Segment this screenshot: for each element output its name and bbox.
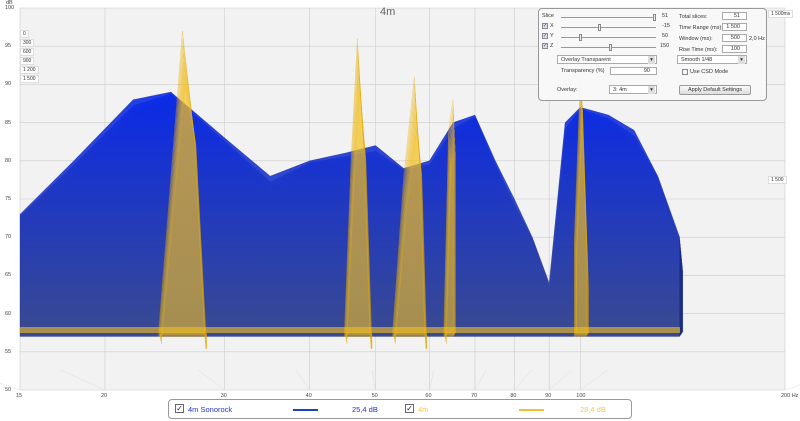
slice-value: 51 [662, 13, 669, 19]
waterfall-slice-4m [158, 30, 205, 337]
floor-gridline [549, 369, 572, 391]
floor-gridline [429, 369, 435, 391]
y-tick-label: 95 [5, 43, 12, 50]
x-tick-label: 200 Hz [781, 393, 799, 399]
transparency-input[interactable]: 90 [610, 67, 657, 75]
window-hz: 2,0 Hz [749, 36, 765, 42]
x-tick-label: 60 [425, 393, 432, 399]
y-tick-label: 55 [5, 348, 12, 355]
time-axis-label: 300 [20, 39, 35, 47]
y-checkbox[interactable]: ✓ [542, 33, 548, 39]
y-tick-label: 80 [5, 157, 12, 164]
overlay-select[interactable]: 3: 4m [609, 85, 657, 94]
legend: ✓ 4m Sonorock 25,4 dB ✓ 4m 28,4 dB [168, 399, 632, 419]
legend-checkbox-4m[interactable]: ✓ [405, 404, 414, 413]
time-axis-label: 1 200 [20, 66, 39, 74]
time-end-label: 1 500ms [768, 10, 794, 18]
time-axis-label: 1 500 [20, 75, 39, 83]
legend-label-4m: 4m [418, 405, 429, 414]
x-slider[interactable] [561, 24, 656, 31]
x-checkbox[interactable]: ✓ [542, 23, 548, 29]
y-tick-label: 70 [5, 234, 12, 241]
apply-default-settings-button[interactable]: Apply Default Settings [679, 85, 751, 95]
time-range-label: Time Range (ms): [679, 25, 723, 31]
y-tick-label: 65 [5, 272, 12, 279]
floor-gridline [784, 384, 800, 391]
y-label: Y [550, 33, 554, 39]
smoothing-select[interactable]: Smooth 1/48 [677, 55, 747, 64]
time-axis-label: 600 [20, 48, 35, 56]
floor-gridline [198, 369, 225, 391]
y-tick-label: 60 [5, 310, 12, 317]
floor-gridline [580, 369, 608, 391]
window-input[interactable]: 500 [722, 34, 747, 42]
total-slices-input[interactable]: 51 [722, 12, 747, 20]
y-slider[interactable] [561, 34, 656, 41]
time-axis-label: 0 [20, 30, 29, 38]
floor-gridline [60, 369, 106, 391]
legend-value-4m: 28,4 dB [580, 405, 606, 414]
x-tick-label: 20 [100, 393, 108, 399]
legend-value-sonorock: 25,4 dB [352, 405, 378, 414]
z-checkbox[interactable]: ✓ [542, 43, 548, 49]
z-value: 150 [660, 43, 670, 49]
waterfall-slice-4m [392, 76, 425, 337]
floor-gridline [0, 382, 21, 391]
y-tick-label: 75 [5, 196, 12, 202]
y-tick-label: 100 [5, 5, 15, 11]
y-tick-label: 90 [5, 81, 12, 88]
window-label: Window (ms): [679, 36, 713, 42]
y-tick-label: 85 [5, 119, 12, 126]
rise-time-input[interactable]: 100 [722, 45, 747, 53]
slice-label: Slice [542, 13, 554, 19]
x-tick-label: 15 [16, 393, 23, 399]
floor-gridline [514, 369, 532, 391]
slice-slider[interactable] [561, 14, 656, 21]
csd-mode-checkbox[interactable] [682, 69, 688, 75]
4m-floor-band [20, 327, 680, 333]
csd-mode-label: Use CSD Mode [690, 69, 729, 75]
y-value: 50 [662, 33, 669, 39]
rise-time-label: Rise Time (ms): [679, 47, 718, 53]
x-tick-label: 30 [220, 393, 227, 399]
settings-panel: Slice 51 ✓ X -15 ✓ Y 50 ✓ Z 150 Overlay … [538, 8, 767, 101]
x-value: -15 [662, 23, 670, 29]
waterfall-slice-4m [344, 38, 370, 337]
mode-select[interactable]: Overlay Transparent [557, 55, 657, 64]
y-tick-label: 50 [5, 387, 12, 393]
x-tick-label: 90 [545, 393, 552, 399]
overlay-label: Overlay: [557, 87, 578, 93]
y-axis-label: dB [6, 0, 13, 6]
floor-gridline [371, 369, 376, 391]
chart-title: 4m [380, 6, 396, 18]
x-tick-label: 70 [470, 393, 478, 399]
waterfall-slice-4m [574, 76, 587, 337]
waterfall-slice-4m [443, 99, 454, 337]
z-slider[interactable] [561, 44, 656, 51]
x-tick-label: 50 [371, 393, 378, 399]
x-tick-label: 80 [510, 393, 517, 399]
x-label: X [550, 23, 554, 29]
legend-line-4m [519, 409, 544, 411]
legend-label-sonorock: 4m Sonorock [188, 405, 233, 414]
x-tick-label: 40 [305, 393, 312, 399]
time-range-input[interactable]: 1 500 [722, 23, 747, 31]
legend-line-sonorock [293, 409, 318, 411]
floor-gridline [474, 369, 487, 391]
x-tick-label: 100 [576, 393, 586, 399]
total-slices-label: Total slices: [679, 14, 708, 20]
floor-gridline [295, 369, 310, 391]
time-axis-label: 900 [20, 57, 35, 65]
legend-checkbox-sonorock[interactable]: ✓ [175, 404, 184, 413]
z-label: Z [550, 43, 554, 49]
time-side-label: 1 500 [768, 176, 787, 184]
transparency-label: Transparency (%) [561, 68, 605, 74]
